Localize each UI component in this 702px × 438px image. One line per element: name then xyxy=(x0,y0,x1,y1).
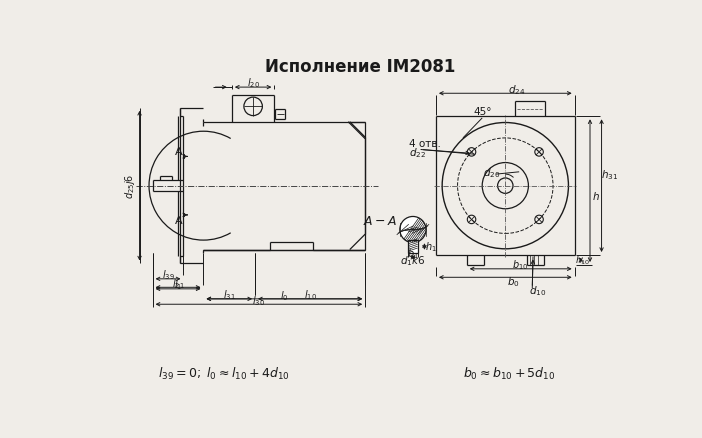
Text: $d_{24}$: $d_{24}$ xyxy=(508,82,526,96)
Bar xyxy=(408,241,418,253)
Text: $l_{39}=0;\; l_0 \approx l_{10}+4d_{10}$: $l_{39}=0;\; l_0 \approx l_{10}+4d_{10}$ xyxy=(159,365,290,381)
Text: $d_{22}$: $d_{22}$ xyxy=(409,146,426,160)
Text: $l_{39}$: $l_{39}$ xyxy=(161,268,174,282)
Text: $l_{31}$: $l_{31}$ xyxy=(223,288,236,301)
Text: $d_{25}j6$: $d_{25}j6$ xyxy=(123,173,137,199)
Text: $l_0$: $l_0$ xyxy=(280,289,289,302)
Text: $A - A$: $A - A$ xyxy=(364,214,398,227)
Text: $h_{31}$: $h_{31}$ xyxy=(601,168,618,182)
Text: 4 отв.: 4 отв. xyxy=(409,139,441,149)
Text: $d_{10}$: $d_{10}$ xyxy=(529,283,546,297)
Text: $l_{21}$: $l_{21}$ xyxy=(172,277,185,291)
Text: $b_0 \approx b_{10}+5d_{10}$: $b_0 \approx b_{10}+5d_{10}$ xyxy=(463,365,555,381)
Text: $b_1$: $b_1$ xyxy=(407,246,419,260)
Text: $l_{20}$: $l_{20}$ xyxy=(246,76,260,90)
Text: $h$: $h$ xyxy=(592,189,600,201)
Text: 45°: 45° xyxy=(473,107,491,117)
Text: $b_0$: $b_0$ xyxy=(507,275,519,288)
Text: $b_{10}$: $b_{10}$ xyxy=(512,258,529,272)
Text: A: A xyxy=(175,216,183,226)
Text: A: A xyxy=(175,147,183,157)
Text: $h_{10}$: $h_{10}$ xyxy=(576,254,591,267)
Text: $d_1k6$: $d_1k6$ xyxy=(400,254,425,268)
Text: $h_1$: $h_1$ xyxy=(425,240,437,254)
Text: $l_1$: $l_1$ xyxy=(174,278,183,291)
Text: Исполнение IM2081: Исполнение IM2081 xyxy=(265,58,455,76)
Circle shape xyxy=(400,217,426,243)
Text: $d_{20}$: $d_{20}$ xyxy=(483,166,500,179)
Text: $l_{30}$: $l_{30}$ xyxy=(253,294,265,307)
Text: $l_{10}$: $l_{10}$ xyxy=(304,288,317,301)
